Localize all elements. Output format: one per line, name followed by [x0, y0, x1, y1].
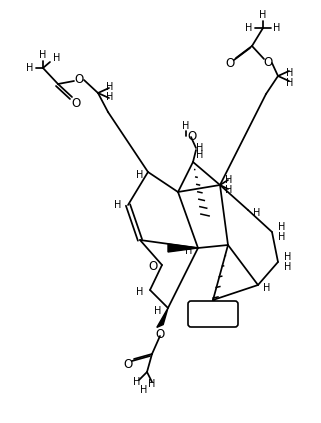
Text: O: O [155, 327, 165, 341]
Text: O: O [74, 72, 84, 85]
Text: A: A [203, 310, 209, 320]
Text: H: H [39, 50, 47, 60]
Text: H: H [286, 78, 294, 88]
Text: H: H [284, 252, 292, 262]
Text: H: H [278, 232, 286, 242]
Text: H: H [196, 150, 204, 160]
Text: H: H [185, 246, 193, 256]
FancyBboxPatch shape [188, 301, 238, 327]
Polygon shape [157, 308, 168, 327]
Text: H: H [114, 200, 122, 210]
Text: H: H [225, 185, 233, 195]
Text: H: H [278, 222, 286, 232]
Text: H: H [154, 306, 162, 316]
Text: H: H [136, 287, 144, 297]
Text: H: H [133, 377, 141, 387]
Text: O: O [263, 55, 273, 69]
Text: H: H [284, 262, 292, 272]
Text: H: H [273, 23, 281, 33]
Text: H: H [286, 68, 294, 78]
Text: ψ: ψ [220, 310, 226, 320]
Text: H: H [136, 170, 144, 180]
Text: H: H [106, 82, 114, 92]
Text: H: H [225, 175, 233, 185]
Text: O: O [123, 357, 133, 371]
Text: H: H [263, 283, 271, 293]
Text: O: O [187, 129, 197, 143]
Text: H: H [53, 53, 61, 63]
Polygon shape [168, 244, 198, 252]
Text: H: H [245, 23, 253, 33]
Text: O: O [148, 261, 158, 274]
Text: H: H [26, 63, 34, 73]
Text: H: H [196, 143, 204, 153]
Text: H: H [253, 208, 261, 218]
Text: H: H [231, 315, 239, 325]
Text: H: H [148, 379, 156, 389]
Text: H: H [259, 10, 267, 20]
Text: O: O [225, 57, 235, 69]
Text: H: H [182, 121, 190, 131]
Text: H: H [106, 92, 114, 102]
Text: O: O [71, 96, 81, 110]
Text: H: H [140, 385, 148, 395]
